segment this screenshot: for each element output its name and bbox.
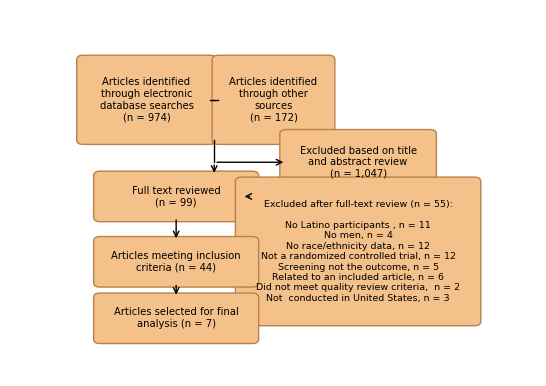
FancyBboxPatch shape — [212, 55, 335, 144]
Text: Full text reviewed
(n = 99): Full text reviewed (n = 99) — [132, 186, 221, 207]
Text: Articles meeting inclusion
criteria (n = 44): Articles meeting inclusion criteria (n =… — [111, 251, 241, 273]
Text: Excluded based on title
and abstract review
(n = 1,047): Excluded based on title and abstract rev… — [300, 146, 417, 179]
FancyBboxPatch shape — [280, 130, 436, 195]
FancyBboxPatch shape — [94, 171, 259, 222]
Text: Articles identified
through other
sources
(n = 172): Articles identified through other source… — [229, 78, 318, 122]
FancyBboxPatch shape — [94, 293, 259, 344]
FancyBboxPatch shape — [76, 55, 216, 144]
FancyBboxPatch shape — [94, 237, 259, 287]
Text: Excluded after full-text review (n = 55):

No Latino participants , n = 11
No me: Excluded after full-text review (n = 55)… — [256, 200, 460, 303]
FancyBboxPatch shape — [235, 177, 481, 326]
Text: Articles identified
through electronic
database searches
(n = 974): Articles identified through electronic d… — [99, 78, 193, 122]
Text: Articles selected for final
analysis (n = 7): Articles selected for final analysis (n … — [114, 308, 239, 329]
